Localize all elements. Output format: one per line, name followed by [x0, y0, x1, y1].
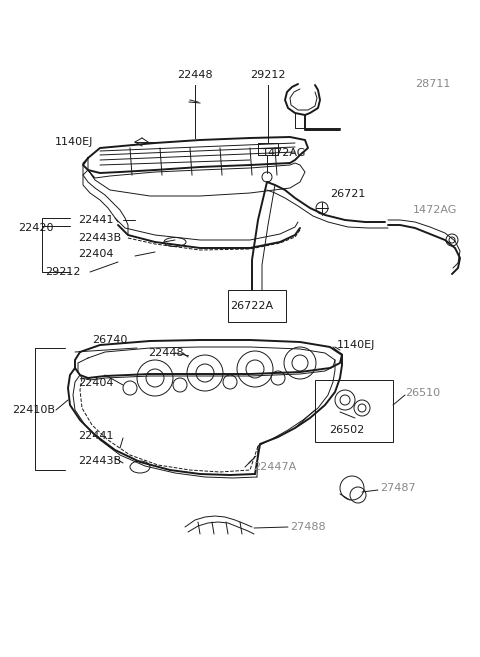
Text: 1472AG: 1472AG — [413, 205, 457, 215]
Text: 27488: 27488 — [290, 522, 325, 532]
Text: 22448: 22448 — [177, 70, 213, 80]
Text: 22443B: 22443B — [78, 233, 121, 243]
Text: 29212: 29212 — [45, 267, 81, 277]
Text: 22443B: 22443B — [78, 456, 121, 466]
Bar — [228, 290, 286, 322]
Text: 1140EJ: 1140EJ — [55, 137, 94, 147]
Text: 22420: 22420 — [18, 223, 53, 233]
Text: 26722A: 26722A — [230, 301, 274, 311]
Text: 26510: 26510 — [405, 388, 440, 398]
Text: 22448: 22448 — [148, 348, 184, 358]
Text: 27487: 27487 — [380, 483, 416, 493]
Text: 22447A: 22447A — [253, 462, 296, 472]
Text: 22404: 22404 — [78, 249, 113, 259]
Text: 22441: 22441 — [78, 215, 113, 225]
Text: 26721: 26721 — [330, 189, 365, 199]
Text: 26740: 26740 — [92, 335, 127, 345]
Text: 1140EJ: 1140EJ — [337, 340, 375, 350]
Text: 1472AG: 1472AG — [262, 148, 306, 158]
Text: 29212: 29212 — [250, 70, 286, 80]
Text: 26502: 26502 — [329, 425, 365, 435]
Text: 22441: 22441 — [78, 431, 113, 441]
Text: 22404: 22404 — [78, 378, 113, 388]
Bar — [315, 380, 393, 442]
Text: 22410B: 22410B — [12, 405, 55, 415]
Text: 28711: 28711 — [415, 79, 450, 89]
